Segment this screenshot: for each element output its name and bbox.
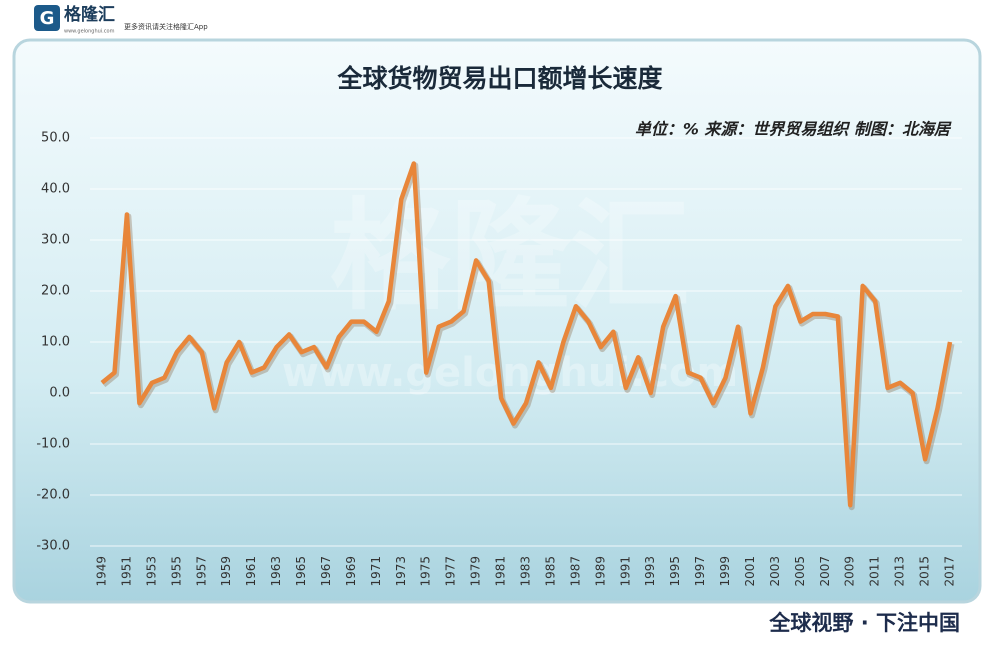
x-tick-label: 1979 xyxy=(469,556,483,587)
footer: 全球视野 · 下注中国 xyxy=(768,611,960,635)
x-tick-label: 2011 xyxy=(868,556,882,587)
x-tick-label: 2017 xyxy=(943,556,957,587)
x-tick-label: 1975 xyxy=(419,556,433,587)
x-tick-label: 1985 xyxy=(543,556,557,587)
x-tick-label: 2001 xyxy=(743,556,757,587)
x-tick-label: 1957 xyxy=(194,556,208,587)
y-tick-label: -30.0 xyxy=(36,539,70,554)
y-tick-label: 40.0 xyxy=(41,182,70,197)
x-tick-label: 2007 xyxy=(818,556,832,587)
x-tick-label: 1959 xyxy=(219,556,233,587)
x-tick-label: 1981 xyxy=(494,556,508,587)
logo-site: www.gelonghui.com xyxy=(64,29,115,35)
footer-box xyxy=(750,608,970,640)
y-tick-label: 30.0 xyxy=(41,233,70,248)
logo-mark: G xyxy=(40,8,55,29)
x-tick-label: 1969 xyxy=(344,556,358,587)
logo-name: 格隆汇 xyxy=(64,4,115,25)
y-tick-label: -10.0 xyxy=(36,437,70,452)
chart-title: 全球货物贸易出口额增长速度 xyxy=(336,64,662,93)
logo-icon xyxy=(34,5,60,31)
x-tick-label: 1963 xyxy=(269,556,283,587)
x-tick-label: 1987 xyxy=(568,556,582,587)
x-tick-label: 1971 xyxy=(369,556,383,587)
panel xyxy=(12,38,982,604)
x-tick-label: 1977 xyxy=(444,556,458,587)
line xyxy=(100,161,953,508)
y-tick-label: 0.0 xyxy=(49,386,70,401)
x-tick-label: 1997 xyxy=(693,556,707,587)
x-tick-label: 1953 xyxy=(144,556,158,587)
y-tick-label: 20.0 xyxy=(41,284,70,299)
y-tick-label: -20.0 xyxy=(36,488,70,503)
x-tick-label: 1989 xyxy=(593,556,607,587)
x-tick-label: 1995 xyxy=(668,556,682,587)
x-tick-label: 1993 xyxy=(643,556,657,587)
x-tick-label: 2009 xyxy=(843,556,857,587)
x-tick-label: 2005 xyxy=(793,556,807,587)
x-tick-label: 1999 xyxy=(718,556,732,587)
chart-subtitle: 单位：% 来源：世界贸易组织 制图：北海居 xyxy=(635,120,952,139)
x-tick-label: 1983 xyxy=(519,556,533,587)
x-tick-label: 1961 xyxy=(244,556,258,587)
x-tick-label: 1965 xyxy=(294,556,308,587)
x-tick-label: 1949 xyxy=(95,556,109,587)
y-tick-label: 10.0 xyxy=(41,335,70,350)
x-tick-label: 1955 xyxy=(169,556,183,587)
y-tick-label: 50.0 xyxy=(41,131,70,146)
watermark: 格隆汇 xyxy=(330,188,690,327)
watermark-site: www.gelonghui.com xyxy=(282,350,738,396)
logo-slogan: 更多资讯请关注格隆汇App xyxy=(124,22,208,31)
x-tick-label: 2015 xyxy=(918,556,932,587)
x-tick-label: 1991 xyxy=(618,556,632,587)
x-tick-label: 1967 xyxy=(319,556,333,587)
x-tick-label: 1951 xyxy=(119,556,133,587)
x-tick-label: 2003 xyxy=(768,556,782,587)
x-tick-label: 2013 xyxy=(893,556,907,587)
x-tick-label: 1973 xyxy=(394,556,408,587)
